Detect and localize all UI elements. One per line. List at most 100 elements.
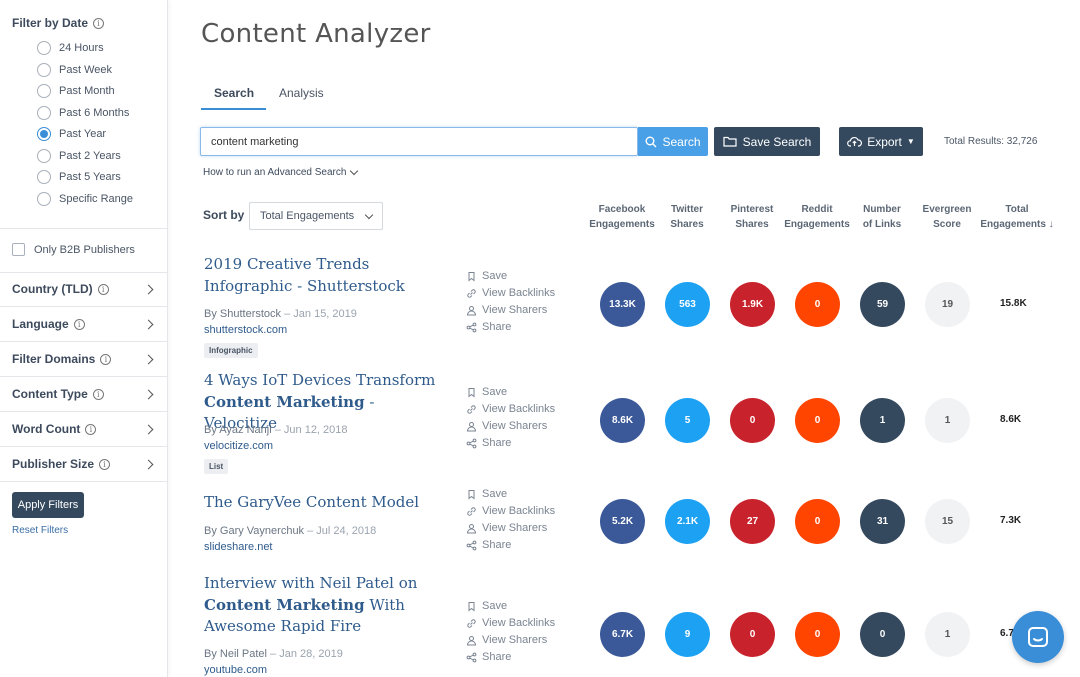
date-option[interactable]: 24 Hours <box>37 41 104 55</box>
evergreen-score-badge: 1 <box>925 398 970 443</box>
filter-accordion[interactable]: Word Count i <box>0 412 168 447</box>
radio-button[interactable] <box>37 192 51 206</box>
evergreen-score-badge: 15 <box>925 499 970 544</box>
accordion-label: Filter Domains i <box>12 352 145 366</box>
date-option[interactable]: Specific Range <box>37 192 133 206</box>
evergreen-score-badge: 19 <box>925 282 970 327</box>
date-option-label: Past Week <box>59 64 112 76</box>
radio-button[interactable] <box>37 127 51 141</box>
filter-by-date-label: Filter by Date <box>12 16 89 30</box>
info-icon[interactable]: i <box>100 353 112 365</box>
save-action[interactable]: Save <box>466 600 507 612</box>
column-header[interactable]: Total Engagements ↓ <box>977 202 1057 232</box>
view-backlinks-action[interactable]: View Backlinks <box>466 505 555 517</box>
result-author[interactable]: By Shutterstock <box>204 308 282 320</box>
save-action[interactable]: Save <box>466 488 507 500</box>
view-backlinks-action[interactable]: View Backlinks <box>466 287 555 299</box>
accordion-title: Content Type <box>12 387 88 401</box>
radio-button[interactable] <box>37 41 51 55</box>
column-header-line: Shares <box>735 219 769 230</box>
radio-button[interactable] <box>37 106 51 120</box>
info-icon[interactable]: i <box>92 388 104 400</box>
column-header-line: Number <box>863 204 901 215</box>
b2b-checkbox[interactable] <box>12 243 25 256</box>
result-title-link[interactable]: 2019 Creative Trends Infographic - Shutt… <box>204 254 444 297</box>
share-action[interactable]: Share <box>466 651 511 663</box>
view-backlinks-action[interactable]: View Backlinks <box>466 403 555 415</box>
result-title-link[interactable]: The GaryVee Content Model <box>204 492 444 514</box>
date-option-label: Past Year <box>59 128 107 140</box>
action-label: Share <box>482 651 512 663</box>
number-of-links-badge: 59 <box>860 282 905 327</box>
export-button[interactable]: Export ▼ <box>839 127 923 156</box>
save-search-button[interactable]: Save Search <box>714 127 820 156</box>
result-domain[interactable]: shutterstock.com <box>204 324 288 336</box>
user-icon <box>466 305 477 315</box>
folder-icon <box>723 136 737 147</box>
result-title-link[interactable]: Interview with Neil Patel on Content Mar… <box>204 573 444 638</box>
radio-button[interactable] <box>37 149 51 163</box>
chevron-right-icon <box>143 319 154 329</box>
info-icon[interactable]: i <box>85 423 97 435</box>
result-author[interactable]: By Gary Vaynerchuk <box>204 525 305 537</box>
action-label: View Sharers <box>482 420 548 432</box>
sort-select[interactable]: Total Engagements <box>249 202 383 230</box>
view-backlinks-action[interactable]: View Backlinks <box>466 617 555 629</box>
filter-accordion[interactable]: Country (TLD) i <box>0 272 168 307</box>
radio-button[interactable] <box>37 63 51 77</box>
twitter-shares-badge: 2.1K <box>665 499 710 544</box>
pinterest-shares-badge: 0 <box>730 398 775 443</box>
result-author[interactable]: By Neil Patel <box>204 648 267 660</box>
chat-button[interactable] <box>1012 611 1064 663</box>
link-icon <box>467 404 476 414</box>
filter-accordion[interactable]: Content Type i <box>0 377 168 412</box>
view-sharers-action[interactable]: View Sharers <box>466 304 547 316</box>
filter-accordion[interactable]: Publisher Size i <box>0 447 168 482</box>
filter-accordion[interactable]: Language i <box>0 307 168 342</box>
action-label: View Sharers <box>482 522 548 534</box>
share-action[interactable]: Share <box>466 437 511 449</box>
column-header-line: Engagements <box>589 219 655 230</box>
action-label: View Sharers <box>482 634 548 646</box>
info-icon[interactable]: i <box>99 458 111 470</box>
radio-button[interactable] <box>37 84 51 98</box>
result-domain[interactable]: velocitize.com <box>204 440 274 452</box>
search-button[interactable]: Search <box>638 127 708 156</box>
action-label: Share <box>482 539 512 551</box>
view-sharers-action[interactable]: View Sharers <box>466 420 547 432</box>
result-title-link[interactable]: 4 Ways IoT Devices Transform Content Mar… <box>204 370 444 435</box>
date-option-label: Past Month <box>59 85 115 97</box>
reset-filters-link[interactable]: Reset Filters <box>12 525 69 536</box>
date-option[interactable]: Past 5 Years <box>37 170 121 184</box>
date-option[interactable]: Past Week <box>37 63 112 77</box>
share-action[interactable]: Share <box>466 321 511 333</box>
result-title-text: 4 Ways IoT Devices Transform <box>204 371 436 389</box>
filter-accordion[interactable]: Filter Domains i <box>0 342 168 377</box>
column-header: Reddit Engagements <box>777 202 857 232</box>
info-icon[interactable]: i <box>73 318 85 330</box>
b2b-checkbox-row[interactable]: Only B2B Publishers <box>12 243 135 256</box>
date-option[interactable]: Past 6 Months <box>37 106 129 120</box>
reddit-engagements-badge: 0 <box>795 499 840 544</box>
view-sharers-action[interactable]: View Sharers <box>466 522 547 534</box>
save-action[interactable]: Save <box>466 386 507 398</box>
chevron-down-icon <box>350 166 359 176</box>
result-title-text: The GaryVee Content Model <box>204 493 420 511</box>
tab-search[interactable]: Search <box>214 86 255 100</box>
result-author[interactable]: By Ayaz Nanji <box>204 424 272 436</box>
result-domain[interactable]: slideshare.net <box>204 541 273 553</box>
result-domain[interactable]: youtube.com <box>204 664 267 676</box>
advanced-search-link[interactable]: How to run an Advanced Search <box>203 166 359 178</box>
save-action[interactable]: Save <box>466 270 507 282</box>
view-sharers-action[interactable]: View Sharers <box>466 634 547 646</box>
search-input[interactable] <box>200 127 638 156</box>
radio-button[interactable] <box>37 170 51 184</box>
date-option[interactable]: Past 2 Years <box>37 149 121 163</box>
info-icon[interactable]: i <box>97 283 109 295</box>
share-action[interactable]: Share <box>466 539 511 551</box>
date-option[interactable]: Past Year <box>37 127 106 141</box>
date-option[interactable]: Past Month <box>37 84 115 98</box>
info-icon[interactable]: i <box>93 17 105 29</box>
apply-filters-button[interactable]: Apply Filters <box>12 492 84 518</box>
tab-analysis[interactable]: Analysis <box>279 86 324 100</box>
